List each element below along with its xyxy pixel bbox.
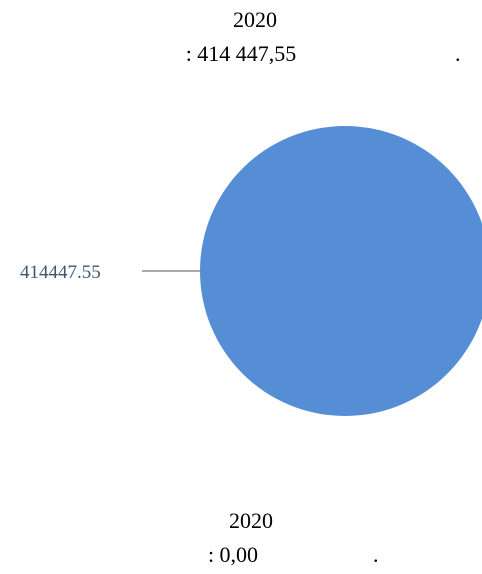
pie-slices [200,126,482,416]
chart-1-title-suffix: . [455,41,461,66]
pie-slice [200,126,482,416]
chart-2-title-suffix: . [373,542,379,567]
chart-2-title-line1: 2020 [229,508,273,533]
chart-1-title-line2: : 414 447,55 [185,41,297,66]
chart-2-title-line2: : 0,00 [207,542,259,567]
chart-1-title-line1: 2020 [233,7,277,32]
pie-slice-data-label: 414447.55 [20,262,101,283]
pie-chart: 414447.55 [20,126,482,416]
